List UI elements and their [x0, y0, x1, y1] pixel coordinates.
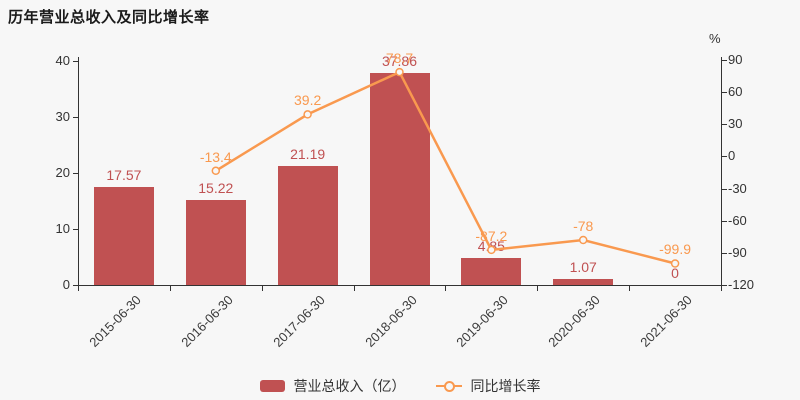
legend: 营业总收入（亿） 同比增长率: [0, 376, 800, 396]
growth-line-marker: [487, 245, 496, 255]
y-right-tick: [722, 156, 727, 158]
growth-line-label: -87.2: [475, 227, 508, 244]
y-right-tick: [722, 92, 727, 94]
bar-series-swatch-icon: [259, 380, 285, 392]
y-axis-left: [78, 57, 79, 285]
growth-line-label: -13.4: [199, 148, 232, 165]
y-right-tick-label: -90: [728, 244, 747, 260]
revenue-bar-label: 0: [671, 265, 679, 281]
y-left-tick: [73, 229, 78, 230]
chart-title: 历年营业总收入及同比增长率: [8, 9, 210, 26]
legend-label-revenue: 营业总收入（亿）: [293, 378, 406, 394]
y-right-tick: [722, 220, 727, 222]
legend-label-growth: 同比增长率: [470, 378, 541, 394]
x-axis-tick: [353, 286, 355, 291]
y-left-tick: [73, 61, 78, 62]
y-right-tick: [722, 285, 727, 286]
x-axis-tick: [261, 286, 263, 291]
y-left-tick-label: 40: [55, 53, 70, 68]
y-right-tick: [722, 60, 727, 61]
revenue-bar-label: 1.07: [569, 259, 597, 275]
legend-item-revenue[interactable]: 营业总收入（亿）: [259, 376, 406, 396]
y-left-tick-label: 10: [55, 221, 70, 236]
x-axis-tick: [629, 286, 631, 291]
growth-line-label: 39.2: [294, 92, 322, 109]
y-right-tick: [722, 252, 727, 254]
y-right-tick-label: -30: [728, 180, 747, 196]
y-left-tick: [73, 285, 78, 286]
growth-line-marker: [578, 235, 588, 245]
x-axis-tick: [537, 286, 539, 291]
revenue-bar-label: 37.86: [381, 52, 418, 69]
growth-line-label: -99.9: [659, 241, 692, 258]
y-left-tick: [73, 117, 78, 118]
revenue-bar: [185, 199, 246, 285]
y-axis-right: [721, 57, 722, 285]
y-right-tick-label: 0: [728, 148, 736, 164]
y-right-tick-label: 60: [728, 84, 743, 100]
revenue-bar-label: 17.57: [106, 166, 142, 183]
x-axis-tick: [78, 286, 79, 291]
y-left-tick-label: 0: [62, 277, 70, 292]
growth-line-marker: [303, 110, 312, 119]
revenue-bar-label: 15.22: [198, 179, 234, 196]
legend-item-growth[interactable]: 同比增长率: [435, 376, 541, 396]
revenue-bar: [461, 257, 522, 285]
y-left-tick-label: 20: [55, 165, 70, 180]
y-right-tick-label: -60: [728, 212, 747, 228]
growth-line-marker: [395, 67, 404, 77]
line-series-marker-icon: [435, 380, 462, 392]
revenue-bar: [553, 279, 614, 285]
x-axis-tick: [169, 286, 171, 291]
y-right-tick: [722, 124, 727, 126]
y-left-tick: [73, 173, 78, 174]
x-axis-tick: [721, 286, 722, 291]
growth-line-label: -78: [573, 218, 594, 234]
revenue-bar: [93, 186, 154, 285]
y-left-tick-label: 30: [55, 109, 70, 124]
growth-line-marker: [670, 259, 680, 268]
revenue-bar-label: 21.19: [290, 146, 326, 163]
right-axis-unit-label: %: [709, 31, 721, 46]
y-right-tick-label: 30: [728, 116, 743, 132]
growth-line-label: 78.7: [385, 50, 414, 67]
x-axis: [78, 285, 722, 286]
revenue-bar: [277, 166, 338, 285]
y-right-tick: [722, 188, 727, 190]
y-right-tick-label: 90: [728, 52, 743, 67]
x-axis-tick: [445, 286, 447, 291]
y-right-tick-label: -120: [728, 277, 755, 292]
growth-line-marker: [211, 166, 221, 176]
